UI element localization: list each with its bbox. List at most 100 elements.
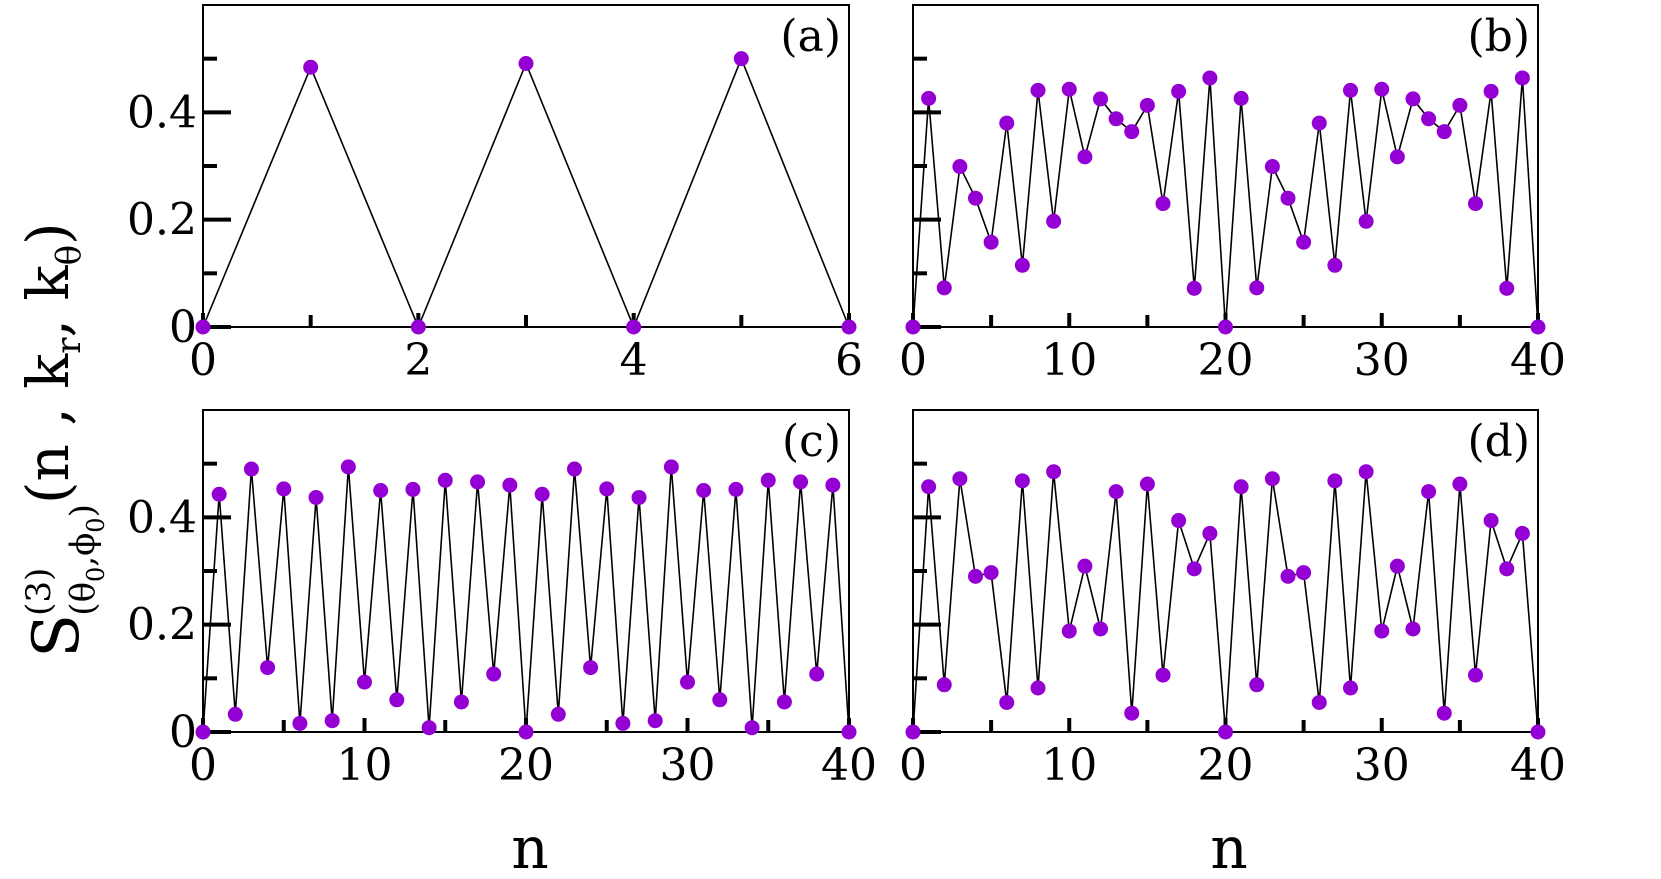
data-point: [1249, 677, 1265, 693]
data-point: [1046, 213, 1062, 229]
plot-frame: [202, 409, 850, 733]
data-point: [276, 481, 292, 497]
data-point: [809, 666, 825, 682]
plot-frame: [912, 409, 1539, 733]
data-point: [1389, 558, 1405, 574]
data-point: [921, 479, 937, 495]
data-point: [733, 51, 749, 67]
data-point: [1139, 97, 1155, 113]
panel-label: (b): [1468, 11, 1531, 62]
x-tick-label: 10: [1041, 740, 1097, 791]
data-point: [1155, 667, 1171, 683]
data-point: [1061, 623, 1077, 639]
x-tick-label: 30: [660, 740, 716, 791]
data-point: [421, 720, 437, 736]
data-point: [453, 694, 469, 710]
x-tick-label: 10: [1041, 335, 1097, 386]
x-tick-label: 40: [1510, 740, 1566, 791]
data-point: [626, 319, 642, 335]
data-point: [410, 319, 426, 335]
series-line: [912, 77, 1539, 328]
y-label-sub-close: ): [63, 504, 103, 517]
x-tick-label: 4: [620, 335, 648, 386]
data-point: [1468, 667, 1483, 683]
x-tick-label: 0: [899, 740, 927, 791]
data-point: [983, 565, 999, 581]
data-point: [486, 666, 502, 682]
data-point: [1218, 319, 1233, 335]
data-point: [1405, 91, 1421, 107]
panel-d: 0 10 20 30 40 (d): [899, 409, 1566, 791]
data-point: [1327, 473, 1343, 489]
data-point: [1202, 70, 1218, 86]
x-axis-label-right: n: [1210, 814, 1247, 879]
x-axis-label-left: n: [511, 814, 548, 879]
data-point: [1358, 464, 1374, 480]
data-point: [905, 319, 921, 335]
x-tick-label: 0: [189, 335, 217, 386]
data-point: [952, 159, 968, 175]
data-point: [744, 720, 760, 736]
data-point: [195, 319, 211, 335]
data-point: [405, 481, 421, 497]
data-point: [1530, 724, 1546, 740]
data-point: [841, 319, 857, 335]
data-point: [1124, 705, 1140, 721]
data-point: [728, 481, 744, 497]
data-point: [518, 55, 534, 71]
data-point: [1483, 513, 1499, 529]
data-point: [1343, 680, 1358, 696]
data-point: [1077, 558, 1093, 574]
y-tick-label: 0.4: [127, 87, 197, 138]
data-point: [566, 461, 582, 477]
data-point: [663, 459, 679, 475]
data-point: [260, 660, 276, 676]
data-point: [1436, 124, 1452, 140]
panel-label: (c): [782, 416, 841, 467]
panel-a: 0 2 4 6 0 0.2 0.4 (a): [127, 4, 863, 386]
data-point: [936, 677, 952, 693]
data-point: [680, 674, 695, 690]
data-point: [983, 234, 999, 250]
x-tick-label: 0: [899, 335, 927, 386]
data-point: [1093, 621, 1108, 637]
x-tick-label: 2: [404, 335, 432, 386]
y-tick-label: 0.2: [127, 195, 197, 246]
panels: 0 2 4 600.20.4(a)0 10 20 30 40(b)0 10 20 30 4000.20…: [127, 4, 1566, 791]
data-point: [936, 280, 952, 296]
data-point: [324, 713, 340, 729]
data-point: [825, 477, 841, 493]
data-point: [793, 474, 809, 490]
data-point: [1139, 476, 1155, 492]
data-point: [1514, 70, 1530, 86]
y-tick-label: 0: [169, 302, 197, 353]
data-point: [1421, 484, 1437, 500]
series-line: [202, 466, 850, 733]
data-point: [243, 461, 259, 477]
data-point: [1171, 513, 1187, 529]
y-tick-label: 0: [169, 707, 197, 758]
data-point: [631, 489, 647, 505]
panel-b: 0 10 20 30 40 (b): [899, 4, 1566, 386]
data-point: [389, 692, 405, 708]
data-point: [1296, 234, 1312, 250]
data-point: [583, 660, 599, 676]
data-point: [1374, 81, 1390, 97]
y-label-sub-theta0: 0: [82, 567, 110, 582]
data-point: [1264, 471, 1280, 487]
series-line: [202, 56, 850, 330]
data-point: [1280, 190, 1296, 206]
data-point: [647, 713, 663, 729]
data-point: [841, 724, 857, 740]
data-point: [1389, 149, 1405, 165]
data-point: [1483, 83, 1499, 99]
data-point: [1030, 82, 1046, 98]
data-point: [1514, 525, 1530, 541]
data-point: [437, 472, 453, 488]
data-point: [195, 724, 211, 740]
data-point: [1014, 257, 1030, 273]
data-point: [1218, 724, 1233, 740]
data-point: [502, 477, 518, 493]
data-point: [712, 692, 728, 708]
y-label-sub-open: (θ: [63, 582, 103, 616]
